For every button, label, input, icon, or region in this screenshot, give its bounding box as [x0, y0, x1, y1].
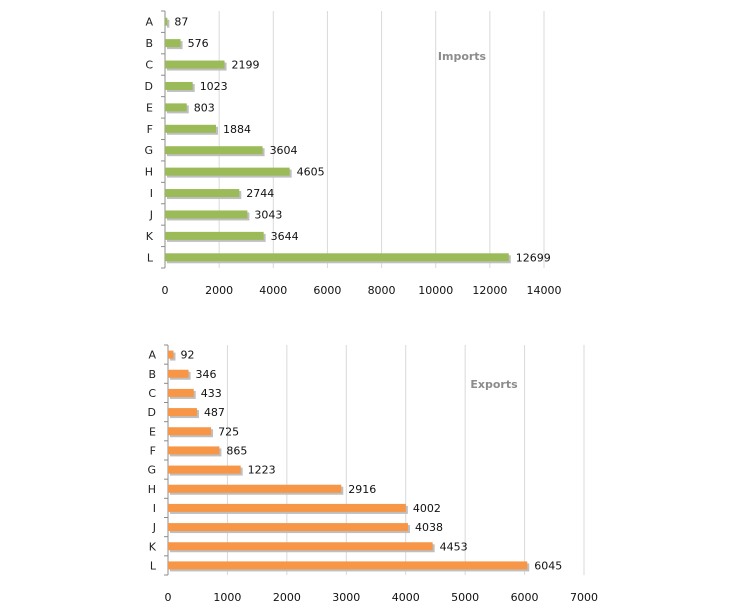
imports-bar — [165, 231, 264, 240]
exports-bar — [168, 369, 189, 378]
exports-x-tick-label: 3000 — [332, 591, 360, 604]
exports-value-label: 487 — [204, 406, 225, 419]
exports-category-label: E — [149, 425, 156, 438]
exports-bar — [168, 542, 433, 551]
imports-category-label: L — [147, 251, 154, 264]
imports-category-label: A — [145, 16, 153, 29]
exports-chart-title: Exports — [470, 378, 518, 391]
exports-value-label: 4453 — [440, 540, 468, 553]
imports-value-label: 1884 — [223, 123, 251, 136]
exports-category-label: C — [148, 387, 156, 400]
imports-x-tick-label: 12000 — [472, 284, 507, 297]
exports-value-label: 1223 — [248, 464, 276, 477]
exports-x-tick-label: 1000 — [213, 591, 241, 604]
imports-x-tick-label: 14000 — [527, 284, 562, 297]
imports-x-tick-label: 2000 — [205, 284, 233, 297]
exports-bar — [168, 388, 194, 397]
imports-x-tick-label: 0 — [162, 284, 169, 297]
imports-category-label: C — [145, 59, 153, 72]
exports-x-tick-label: 5000 — [451, 591, 479, 604]
exports-x-tick-label: 6000 — [511, 591, 539, 604]
exports-x-tick-label: 0 — [165, 591, 172, 604]
imports-bar — [165, 60, 225, 69]
imports-chart-svg: Imports 0 2000 4000 6000 8000 10000 12000 14000… — [144, 10, 562, 297]
exports-value-label: 6045 — [534, 559, 562, 572]
imports-value-label: 576 — [188, 37, 209, 50]
imports-bar — [165, 146, 263, 155]
imports-x-tick-label: 8000 — [368, 284, 396, 297]
exports-category-label: G — [147, 464, 156, 477]
imports-bar — [165, 124, 217, 133]
exports-category-label: J — [152, 521, 156, 534]
imports-category-label: B — [145, 37, 153, 50]
exports-x-tick-label: 2000 — [273, 591, 301, 604]
exports-category-label: D — [148, 406, 156, 419]
exports-category-label: I — [153, 502, 156, 515]
exports-bar — [168, 561, 528, 570]
imports-value-label: 803 — [194, 101, 215, 114]
exports-bar — [168, 523, 408, 532]
exports-bar — [168, 446, 220, 455]
imports-bar — [165, 167, 290, 176]
imports-x-tick-label: 10000 — [418, 284, 453, 297]
exports-chart: Exports 0 1000 2000 3000 4000 5000 6000 7000 A 92… — [0, 306, 737, 612]
imports-x-tick-label: 6000 — [313, 284, 341, 297]
imports-bar-shadow — [167, 19, 170, 28]
exports-value-label: 2916 — [348, 483, 376, 496]
exports-bar — [168, 503, 406, 512]
exports-value-label: 725 — [218, 425, 239, 438]
exports-category-label: B — [148, 368, 156, 381]
imports-bar — [165, 210, 248, 219]
exports-value-label: 92 — [180, 349, 194, 362]
exports-value-label: 4038 — [415, 521, 443, 534]
exports-chart-svg: Exports 0 1000 2000 3000 4000 5000 6000 7000 A 92… — [147, 344, 598, 604]
exports-category-label: H — [148, 483, 156, 496]
imports-value-label: 3644 — [271, 230, 299, 243]
exports-value-label: 346 — [196, 368, 217, 381]
imports-value-label: 3043 — [254, 208, 282, 221]
imports-category-label: D — [145, 80, 153, 93]
exports-bar — [168, 465, 241, 474]
imports-bar — [165, 103, 187, 112]
exports-category-label: A — [148, 349, 156, 362]
exports-category-label: F — [150, 444, 156, 457]
imports-category-label: E — [146, 101, 153, 114]
imports-value-label: 3604 — [270, 144, 298, 157]
exports-value-label: 433 — [201, 387, 222, 400]
imports-bar — [165, 39, 181, 48]
exports-value-label: 4002 — [413, 502, 441, 515]
imports-x-tick-label: 4000 — [259, 284, 287, 297]
exports-x-tick-label: 7000 — [570, 591, 598, 604]
imports-value-label: 12699 — [516, 251, 551, 264]
exports-bar — [168, 427, 212, 436]
imports-value-label: 2199 — [232, 59, 260, 72]
imports-category-label: F — [147, 123, 153, 136]
imports-value-label: 4605 — [297, 166, 325, 179]
imports-chart-title: Imports — [438, 50, 487, 63]
imports-value-label: 1023 — [200, 80, 228, 93]
imports-bar — [165, 189, 240, 198]
imports-bar — [165, 17, 168, 26]
exports-bar — [168, 350, 174, 359]
exports-bar — [168, 408, 197, 417]
exports-bar — [168, 484, 342, 493]
imports-category-label: I — [150, 187, 153, 200]
imports-bar — [165, 253, 509, 262]
imports-value-label: 87 — [174, 16, 188, 29]
imports-bar — [165, 81, 193, 90]
imports-value-label: 2744 — [246, 187, 274, 200]
imports-category-label: G — [144, 144, 153, 157]
imports-chart: Imports 0 2000 4000 6000 8000 10000 12000 14000… — [144, 10, 562, 297]
imports-category-label: K — [146, 230, 154, 243]
imports-category-label: H — [145, 166, 153, 179]
exports-category-label: L — [150, 559, 157, 572]
imports-category-label: J — [149, 208, 153, 221]
exports-x-tick-label: 4000 — [392, 591, 420, 604]
exports-value-label: 865 — [226, 444, 247, 457]
exports-category-label: K — [149, 540, 157, 553]
